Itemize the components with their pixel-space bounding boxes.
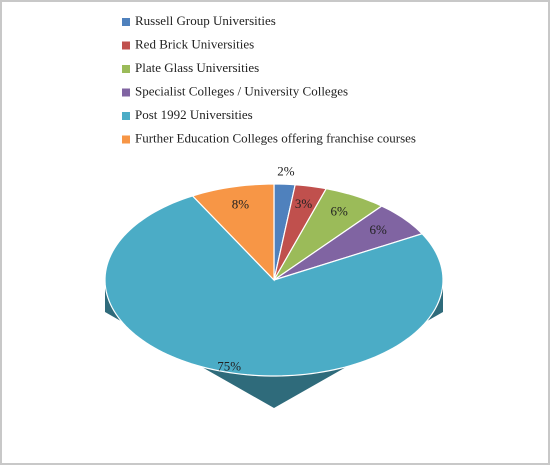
legend-label: Russell Group Universities [135, 13, 276, 28]
slice [191, 183, 275, 282]
legend-label: Specialist Colleges / University College… [135, 83, 348, 98]
legend-label: Post 1992 Universities [135, 107, 253, 122]
legend-label: Red Brick Universities [135, 36, 254, 51]
legend-swatch [122, 65, 130, 73]
legend-label: Plate Glass Universities [135, 60, 259, 75]
slice [273, 188, 383, 281]
slice [104, 195, 444, 377]
legend-swatch [122, 112, 130, 120]
legend-swatch [122, 135, 130, 144]
data-label: 3% [295, 196, 313, 211]
data-label: 6% [370, 222, 388, 237]
slice-side [105, 280, 443, 408]
legend-swatch [122, 41, 130, 50]
data-label: 8% [232, 197, 250, 212]
legend-swatch [122, 18, 130, 26]
legend-swatch [122, 88, 130, 97]
data-label: 2% [277, 164, 295, 179]
legend-label: Further Education Colleges offering fran… [135, 130, 416, 145]
data-label: 75% [217, 359, 241, 374]
data-label: 6% [330, 204, 348, 219]
slice [273, 205, 424, 281]
